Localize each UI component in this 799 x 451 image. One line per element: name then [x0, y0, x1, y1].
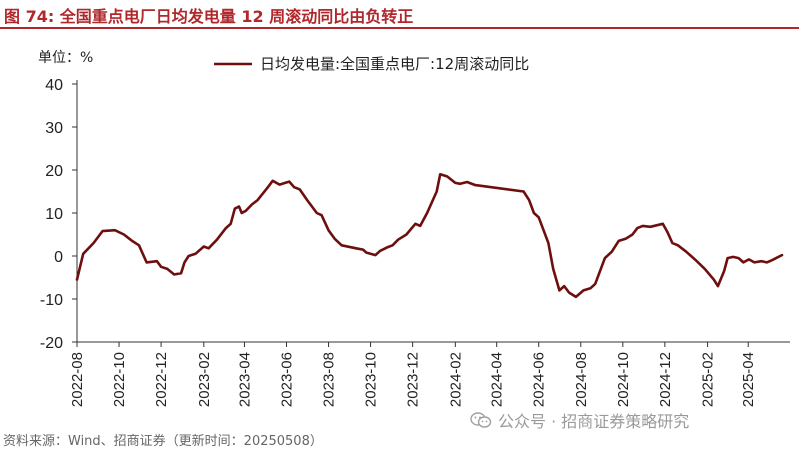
x-tick-label: 2023-12 [405, 352, 422, 407]
wechat-icon [470, 412, 492, 428]
y-unit-label: 单位：% [38, 50, 93, 66]
y-tick-label: -10 [40, 292, 63, 309]
y-tick-label: 10 [45, 206, 63, 223]
y-tick-label: 30 [45, 120, 63, 137]
x-tick-label: 2025-04 [740, 352, 757, 407]
x-tick-label: 2024-02 [447, 352, 464, 407]
series-line-0 [75, 173, 784, 299]
x-tick-label: 2024-12 [657, 352, 674, 407]
x-tick-label: 2023-04 [236, 352, 253, 407]
y-tick-label: -20 [40, 335, 63, 352]
x-tick-label: 2022-10 [111, 352, 128, 407]
source-note: 资料来源：Wind、招商证券（更新时间：20250508） [3, 434, 323, 449]
x-tick-label: 2022-12 [153, 352, 170, 407]
x-tick-label: 2023-08 [321, 352, 338, 407]
title-divider [0, 27, 799, 29]
figure-title: 图 74: 全国重点电厂日均发电量 12 周滚动同比由负转正 [4, 7, 414, 26]
y-tick-label: 40 [45, 77, 63, 94]
legend-label: 日均发电量:全国重点电厂:12周滚动同比 [260, 55, 529, 73]
x-tick-label: 2024-06 [531, 352, 548, 407]
x-tick-label: 2025-02 [700, 352, 717, 407]
x-tick-label: 2023-10 [363, 352, 380, 407]
x-tick-label: 2022-08 [69, 352, 86, 407]
x-tick-label: 2023-06 [279, 352, 296, 407]
x-tick-label: 2024-08 [573, 352, 590, 407]
x-tick-label: 2023-02 [196, 352, 213, 407]
watermark: 公众号 · 招商证券策略研究 [470, 408, 689, 432]
y-tick-label: 20 [45, 163, 63, 180]
x-tick-label: 2024-04 [489, 352, 506, 407]
watermark-text: 公众号 · 招商证券策略研究 [498, 412, 690, 431]
x-tick-label: 2024-10 [615, 352, 632, 407]
y-tick-label: 0 [54, 249, 63, 266]
